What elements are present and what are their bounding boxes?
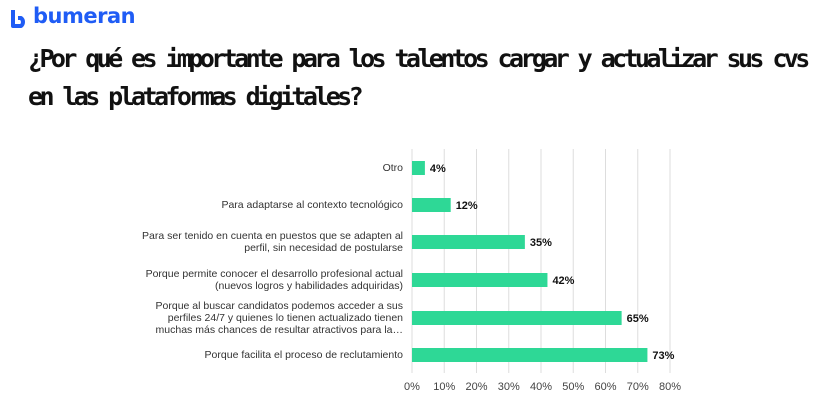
bar [412,161,425,175]
y-tick-label: Otro [382,162,403,174]
brand-icon [11,10,25,28]
value-label: 4% [430,163,446,175]
y-tick-label: Porque permite conocer el desarrollo pro… [145,268,403,292]
x-tick-label: 50% [562,381,584,393]
brand-logo: bumeran [33,4,136,28]
value-label: 65% [627,313,649,325]
x-tick-label: 30% [498,381,520,393]
bar [412,348,648,362]
y-tick-label: Porque facilita el proceso de reclutamie… [204,349,403,361]
chart-title: ¿Por qué es importante para los talentos… [28,44,810,111]
y-tick-label: Para adaptarse al contexto tecnológico [221,199,403,211]
value-label: 42% [552,275,574,287]
x-tick-label: 40% [530,381,552,393]
value-label: 73% [652,350,674,362]
x-tick-label: 70% [627,381,649,393]
x-tick-label: 0% [404,381,420,393]
x-tick-label: 10% [433,381,455,393]
bar [412,273,548,287]
x-tick-label: 60% [594,381,616,393]
bar [412,198,451,212]
y-tick-label: Para ser tenido en cuenta en puestos que… [142,230,403,254]
y-tick-label: Porque al buscar candidatos podemos acce… [155,300,403,336]
bar [412,311,622,325]
bar [412,235,525,249]
x-tick-label: 80% [659,381,681,393]
value-label: 12% [456,200,478,212]
x-tick-label: 20% [465,381,487,393]
value-label: 35% [530,237,552,249]
